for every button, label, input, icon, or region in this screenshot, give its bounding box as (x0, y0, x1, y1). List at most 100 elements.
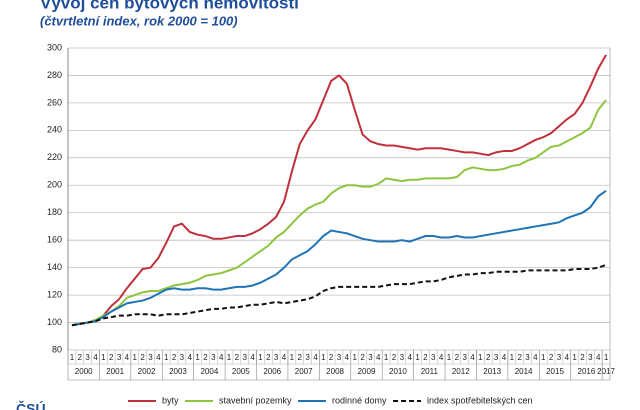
x-tick-label: 4 (407, 353, 412, 362)
year-label: 2007 (295, 367, 313, 376)
x-tick-label: 2 (423, 353, 428, 362)
x-tick-label: 4 (470, 353, 475, 362)
year-label: 2008 (326, 367, 344, 376)
x-tick-label: 3 (211, 353, 216, 362)
x-tick-label: 3 (557, 353, 562, 362)
x-tick-label: 2 (517, 353, 522, 362)
x-tick-label: 4 (502, 353, 507, 362)
x-tick-label: 3 (180, 353, 185, 362)
chart-subtitle: (čtvrtletní index, rok 2000 = 100) (40, 13, 238, 28)
x-tick-label: 2 (360, 353, 365, 362)
x-tick-label: 1 (70, 353, 75, 362)
y-tick-label: 280 (47, 70, 62, 80)
x-tick-label: 4 (282, 353, 287, 362)
x-tick-label: 3 (305, 353, 310, 362)
x-tick-label: 3 (462, 353, 467, 362)
x-tick-label: 1 (510, 353, 515, 362)
year-label: 2012 (452, 367, 470, 376)
x-tick-label: 2 (266, 353, 271, 362)
y-tick-label: 160 (47, 235, 62, 245)
y-tick-label: 180 (47, 207, 62, 217)
x-tick-label: 3 (400, 353, 405, 362)
year-label: 2013 (483, 367, 501, 376)
year-label: 2006 (263, 367, 281, 376)
x-tick-label: 2 (580, 353, 585, 362)
x-tick-label: 4 (188, 353, 193, 362)
x-tick-label: 3 (274, 353, 279, 362)
series-line (71, 189, 607, 327)
x-tick-label: 2 (78, 353, 83, 362)
year-label: 2000 (75, 367, 93, 376)
x-tick-label: 1 (352, 353, 357, 362)
x-tick-label: 1 (133, 353, 138, 362)
x-tick-label: 1 (415, 353, 420, 362)
y-tick-label: 220 (47, 152, 62, 162)
y-tick-label: 300 (47, 42, 62, 52)
x-tick-label: 3 (368, 353, 373, 362)
x-tick-label: 2 (297, 353, 302, 362)
series-line (71, 54, 607, 327)
y-tick-label: 80 (52, 344, 62, 354)
x-tick-label: 2 (235, 353, 240, 362)
year-label: 2014 (515, 367, 533, 376)
x-tick-label: 4 (376, 353, 381, 362)
y-tick-label: 100 (47, 317, 62, 327)
x-tick-label: 2 (172, 353, 177, 362)
x-tick-label: 4 (565, 353, 570, 362)
legend-label: rodinné domy (332, 395, 387, 405)
x-tick-label: 4 (219, 353, 224, 362)
x-tick-label: 2 (140, 353, 145, 362)
y-tick-label: 240 (47, 125, 62, 135)
x-tick-label: 1 (290, 353, 295, 362)
year-label: 2017 (597, 367, 615, 376)
year-label: 2015 (546, 367, 564, 376)
x-tick-label: 1 (101, 353, 106, 362)
x-tick-label: 1 (478, 353, 483, 362)
x-tick-label: 4 (596, 353, 601, 362)
x-tick-label: 1 (604, 353, 609, 362)
x-tick-label: 2 (329, 353, 334, 362)
x-tick-label: 3 (148, 353, 153, 362)
year-label: 2011 (421, 367, 439, 376)
year-label: 2009 (358, 367, 376, 376)
chart-title: Vývoj cen bytových nemovitostí (40, 0, 300, 12)
x-tick-label: 2 (203, 353, 208, 362)
x-tick-label: 2 (486, 353, 491, 362)
x-tick-label: 3 (431, 353, 436, 362)
year-label: 2003 (169, 367, 187, 376)
x-tick-label: 3 (494, 353, 499, 362)
series-line (71, 263, 607, 327)
x-tick-label: 2 (392, 353, 397, 362)
x-tick-label: 3 (117, 353, 122, 362)
x-tick-label: 4 (156, 353, 161, 362)
x-tick-label: 1 (195, 353, 200, 362)
x-tick-label: 1 (447, 353, 452, 362)
year-label: 2004 (200, 367, 218, 376)
x-tick-label: 4 (250, 353, 255, 362)
x-tick-label: 4 (125, 353, 130, 362)
x-tick-label: 3 (337, 353, 342, 362)
logo: ČSÚ (16, 400, 46, 410)
x-tick-label: 2 (455, 353, 460, 362)
x-tick-label: 4 (345, 353, 350, 362)
x-tick-label: 3 (588, 353, 593, 362)
year-label: 2010 (389, 367, 407, 376)
x-tick-label: 1 (164, 353, 169, 362)
x-tick-label: 2 (549, 353, 554, 362)
x-tick-label: 3 (525, 353, 530, 362)
x-tick-label: 1 (258, 353, 263, 362)
year-label: 2001 (106, 367, 124, 376)
x-tick-label: 1 (384, 353, 389, 362)
y-tick-label: 200 (47, 180, 62, 190)
x-tick-label: 2 (109, 353, 114, 362)
x-tick-label: 4 (93, 353, 98, 362)
x-tick-label: 1 (321, 353, 326, 362)
legend-label: index spotřebitelských cen (427, 395, 533, 405)
year-label: 2002 (138, 367, 156, 376)
x-tick-label: 1 (541, 353, 546, 362)
y-tick-label: 140 (47, 262, 62, 272)
x-tick-label: 3 (85, 353, 90, 362)
legend-label: stavební pozemky (219, 395, 292, 405)
year-label: 2005 (232, 367, 250, 376)
